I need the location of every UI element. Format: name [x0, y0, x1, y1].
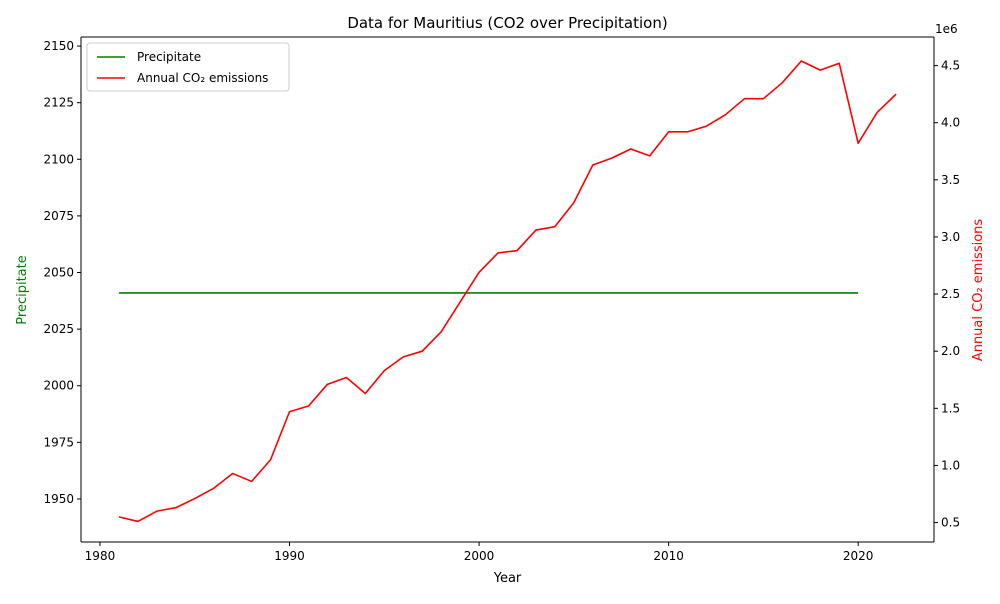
- y-axis-label-right: Annual CO₂ emissions: [971, 219, 986, 362]
- x-tick-label: 2000: [464, 549, 495, 563]
- y-tick-label-left: 1950: [43, 492, 74, 506]
- legend-label: Precipitate: [137, 50, 201, 64]
- y-tick-label-left: 2150: [43, 39, 74, 53]
- y-tick-label-right: 2.0: [941, 344, 960, 358]
- y-tick-label-left: 2000: [43, 379, 74, 393]
- y-tick-label-left: 2075: [43, 209, 74, 223]
- y-tick-label-left: 2125: [43, 96, 74, 110]
- y-tick-label-left: 2025: [43, 322, 74, 336]
- y-tick-label-right: 3.5: [941, 173, 960, 187]
- x-axis-label: Year: [493, 571, 522, 586]
- legend-box: [86, 42, 290, 92]
- x-tick-label: 1980: [85, 549, 116, 563]
- y-tick-label-right: 4.5: [941, 59, 960, 73]
- x-tick-label: 2010: [653, 549, 684, 563]
- y-tick-label-left: 2050: [43, 266, 74, 280]
- y-tick-label-left: 2100: [43, 152, 74, 166]
- y-tick-label-right: 4.0: [941, 116, 960, 130]
- y-tick-label-right: 2.5: [941, 287, 960, 301]
- y-axis-label-left: Precipitate: [15, 255, 30, 324]
- x-tick-label: 2020: [843, 549, 874, 563]
- series-line-co2-emissions: [118, 60, 897, 523]
- y-tick-label-right: 1.5: [941, 401, 960, 415]
- y-axis-offset-label: 1e6: [935, 22, 958, 36]
- x-tick-label: 1990: [274, 549, 305, 563]
- chart-title: Data for Mauritius (CO2 over Precipitati…: [347, 14, 667, 32]
- legend-label: Annual CO₂ emissions: [137, 71, 268, 85]
- y-tick-label-right: 3.0: [941, 230, 960, 244]
- y-tick-label-right: 1.0: [941, 458, 960, 472]
- y-tick-label-left: 1975: [43, 435, 74, 449]
- y-tick-label-right: 0.5: [941, 516, 960, 530]
